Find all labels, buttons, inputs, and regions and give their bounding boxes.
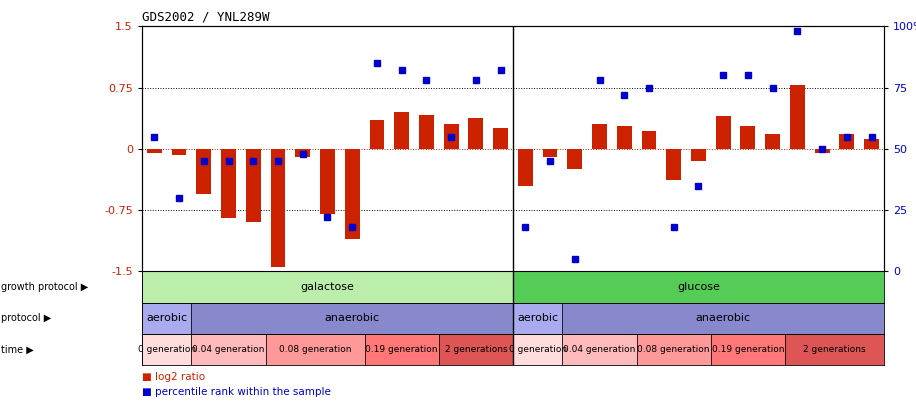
Text: glucose: glucose bbox=[677, 282, 720, 292]
Text: 0.08 generation: 0.08 generation bbox=[278, 345, 352, 354]
Bar bbox=[191, 334, 266, 365]
Bar bbox=[518, 149, 533, 185]
Text: anaerobic: anaerobic bbox=[695, 313, 751, 323]
Bar bbox=[493, 128, 508, 149]
Bar bbox=[765, 134, 780, 149]
Bar bbox=[443, 124, 459, 149]
Bar bbox=[740, 126, 756, 149]
Bar bbox=[641, 131, 657, 149]
Text: 0.19 generation: 0.19 generation bbox=[712, 345, 784, 354]
Text: anaerobic: anaerobic bbox=[324, 313, 380, 323]
Bar bbox=[245, 149, 261, 222]
Text: 0.04 generation: 0.04 generation bbox=[563, 345, 636, 354]
Text: 0 generation: 0 generation bbox=[137, 345, 196, 354]
Bar bbox=[419, 115, 434, 149]
Bar bbox=[171, 149, 187, 156]
Bar bbox=[142, 271, 513, 303]
Text: galactose: galactose bbox=[300, 282, 354, 292]
Bar bbox=[221, 149, 236, 218]
Bar bbox=[711, 334, 785, 365]
Bar bbox=[666, 149, 682, 180]
Bar bbox=[270, 149, 286, 267]
Bar bbox=[567, 149, 583, 169]
Bar bbox=[513, 334, 562, 365]
Bar bbox=[142, 303, 191, 334]
Bar bbox=[439, 334, 513, 365]
Bar bbox=[785, 334, 884, 365]
Text: GDS2002 / YNL289W: GDS2002 / YNL289W bbox=[142, 11, 269, 24]
Bar bbox=[344, 149, 360, 239]
Bar bbox=[369, 120, 385, 149]
Text: 0 generation: 0 generation bbox=[508, 345, 567, 354]
Bar bbox=[191, 303, 513, 334]
Text: growth protocol ▶: growth protocol ▶ bbox=[1, 282, 88, 292]
Bar bbox=[814, 149, 830, 153]
Bar bbox=[637, 334, 711, 365]
Text: aerobic: aerobic bbox=[518, 313, 558, 323]
Text: 0.19 generation: 0.19 generation bbox=[365, 345, 438, 354]
Text: ■ percentile rank within the sample: ■ percentile rank within the sample bbox=[142, 387, 331, 397]
Text: ■ log2 ratio: ■ log2 ratio bbox=[142, 372, 205, 382]
Text: 2 generations: 2 generations bbox=[803, 345, 866, 354]
Bar bbox=[562, 334, 637, 365]
Text: aerobic: aerobic bbox=[147, 313, 187, 323]
Bar bbox=[691, 149, 706, 161]
Bar bbox=[147, 149, 162, 153]
Text: 2 generations: 2 generations bbox=[444, 345, 507, 354]
Text: 0.04 generation: 0.04 generation bbox=[192, 345, 265, 354]
Bar bbox=[592, 124, 607, 149]
Bar bbox=[513, 303, 562, 334]
Bar bbox=[468, 118, 484, 149]
Bar bbox=[394, 112, 409, 149]
Text: 0.08 generation: 0.08 generation bbox=[638, 345, 710, 354]
Bar bbox=[365, 334, 439, 365]
Bar bbox=[320, 149, 335, 214]
Bar bbox=[542, 149, 558, 157]
Bar bbox=[790, 85, 805, 149]
Bar bbox=[513, 271, 884, 303]
Bar bbox=[295, 149, 311, 157]
Bar bbox=[715, 116, 731, 149]
Bar bbox=[562, 303, 884, 334]
Bar bbox=[142, 334, 191, 365]
Bar bbox=[266, 334, 365, 365]
Text: time ▶: time ▶ bbox=[1, 344, 34, 354]
Bar bbox=[839, 134, 855, 149]
Bar bbox=[616, 126, 632, 149]
Bar bbox=[196, 149, 212, 194]
Bar bbox=[864, 139, 879, 149]
Text: protocol ▶: protocol ▶ bbox=[1, 313, 51, 323]
